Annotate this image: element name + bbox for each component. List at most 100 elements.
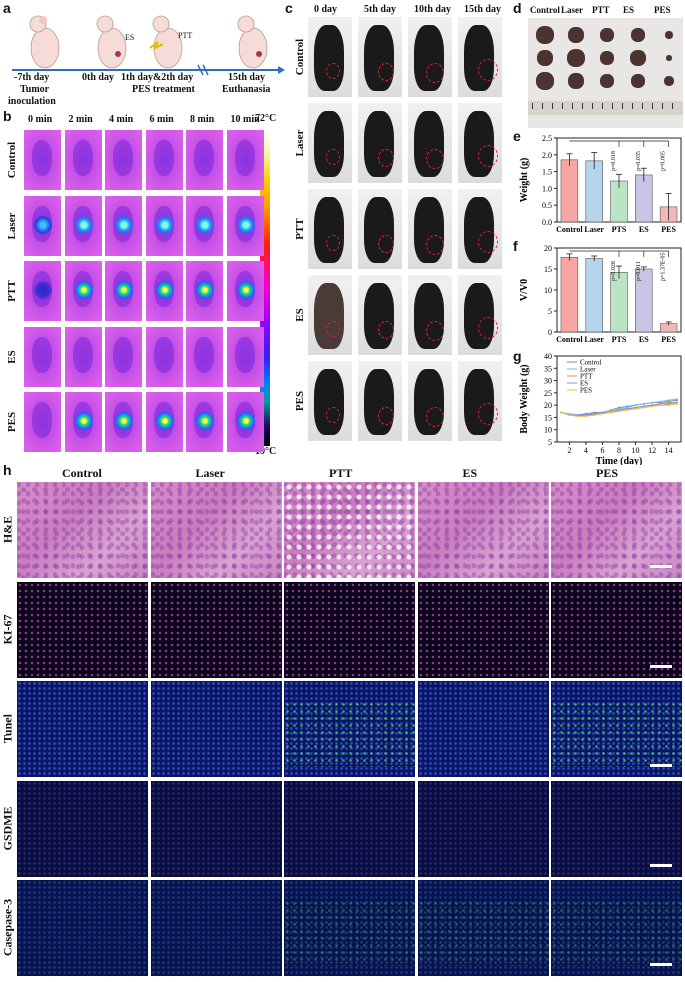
ruler-tick: [622, 103, 623, 109]
histology-image: [284, 780, 415, 877]
mouse-photo: [408, 275, 452, 355]
thermal-image: [105, 195, 142, 256]
hotspot: [74, 412, 93, 430]
mouse-photo: [358, 103, 402, 183]
x-tick-label: ES: [639, 335, 649, 344]
timeline-t1b: Tumor: [20, 84, 50, 95]
p-value-label: p=0.011: [636, 261, 642, 281]
thermal-image: [186, 392, 223, 452]
timeline-t2: 0th day: [82, 72, 114, 83]
x-tick-label: 6: [600, 446, 604, 455]
p-value-label: p=0.018: [611, 151, 617, 171]
ruler-tick: [592, 103, 593, 109]
temp-max-label: 72°C: [255, 113, 277, 124]
thermal-image: [24, 392, 61, 452]
thermal-image: [24, 130, 61, 190]
hotspot: [74, 215, 93, 234]
tumor-circle: [426, 321, 444, 341]
ruler-tick: [602, 103, 603, 109]
histology-image: [551, 880, 682, 976]
y-tick-label: 1.5: [542, 168, 552, 177]
scale-bar: [650, 863, 672, 867]
data-point: [601, 412, 604, 415]
x-tick-label: Laser: [584, 225, 604, 234]
data-point: [675, 402, 678, 405]
timeline-t4b: Euthanasia: [222, 84, 271, 95]
tumor-circle: [478, 403, 498, 425]
x-tick-label: 2: [567, 446, 571, 455]
histo-col-label: PTT: [329, 466, 353, 480]
histo-col-label: PES: [596, 466, 619, 480]
data-point: [675, 398, 678, 400]
p-value-label: p=0.028: [611, 261, 617, 281]
tumor-circle: [378, 407, 394, 425]
mouse-silhouette: [113, 336, 133, 373]
data-point: [560, 411, 563, 414]
thermal-image: [145, 195, 183, 256]
histology-image: [17, 681, 148, 777]
panel-letter-f: f: [513, 238, 518, 254]
ruler-tick: [552, 103, 553, 109]
data-point: [659, 404, 662, 407]
hotspot: [236, 412, 255, 430]
tumor-circle: [326, 63, 340, 79]
mouse-icon: [96, 15, 127, 69]
mouse-body: [314, 283, 344, 349]
y-tick-label: 40: [544, 352, 552, 361]
hotspot: [155, 412, 174, 430]
x-tick-label: Control: [556, 225, 583, 234]
mouse-photo: [458, 17, 502, 97]
photo-row-label: Control: [294, 38, 306, 76]
mouse-photo: [358, 275, 402, 355]
x-tick-label: PTS: [612, 225, 627, 234]
thermal-time-label: 0 min: [28, 114, 53, 125]
y-tick-label: 15: [544, 413, 552, 422]
mouse-silhouette: [32, 402, 52, 438]
x-tick-label: 12: [648, 446, 656, 455]
panel-letter-a: a: [3, 0, 11, 16]
panel-letter-c: c: [285, 0, 293, 16]
y-tick-label: 10: [544, 286, 552, 295]
timeline-t4: 15th day: [228, 72, 265, 83]
legend-label: Control: [580, 359, 601, 367]
thermal-image: [64, 195, 102, 256]
y-axis-label: Body Weight (g): [519, 364, 530, 433]
thermal-image: [64, 392, 102, 452]
mouse-body: [364, 197, 394, 263]
mouse-silhouette: [72, 336, 93, 373]
x-axis-label: Time (day): [596, 456, 643, 465]
mouse-photo: [308, 17, 352, 97]
y-tick-label: 0.5: [542, 201, 552, 210]
tumor-circle: [478, 231, 498, 253]
thermal-image: [24, 195, 61, 256]
panel-letter-b: b: [3, 108, 12, 124]
bar: [560, 159, 579, 223]
hotspot: [74, 281, 93, 299]
mouse-icon: [29, 15, 60, 69]
y-tick-label: 15: [544, 265, 552, 274]
scale-bar: [650, 764, 672, 767]
p-value-label: p=0.005: [661, 151, 667, 171]
ruler-tick: [562, 103, 563, 109]
data-point: [667, 404, 670, 407]
green-signal: [284, 701, 415, 767]
x-tick-label: 4: [584, 446, 588, 455]
ruler-tick: [542, 103, 543, 109]
mouse-photo: [408, 189, 452, 269]
tumor-group-label: Laser: [561, 5, 583, 15]
mouse-photo: [308, 189, 352, 269]
hotspot: [115, 215, 133, 234]
y-axis-label: V/V0: [519, 279, 530, 301]
mouse-body: [314, 25, 344, 91]
histo-col-label: Control: [62, 466, 102, 480]
hotspot: [115, 281, 133, 299]
data-point: [568, 413, 571, 416]
thermal-image: [64, 130, 102, 190]
histo-row-label: H&E: [0, 515, 15, 544]
tumor-circle: [426, 407, 444, 427]
histology-image: [417, 780, 549, 877]
thermal-time-label: 10 min: [230, 114, 260, 125]
ruler-tick: [632, 103, 633, 109]
histo-row-label: Casepase-3: [0, 898, 15, 957]
bar: [560, 256, 579, 333]
